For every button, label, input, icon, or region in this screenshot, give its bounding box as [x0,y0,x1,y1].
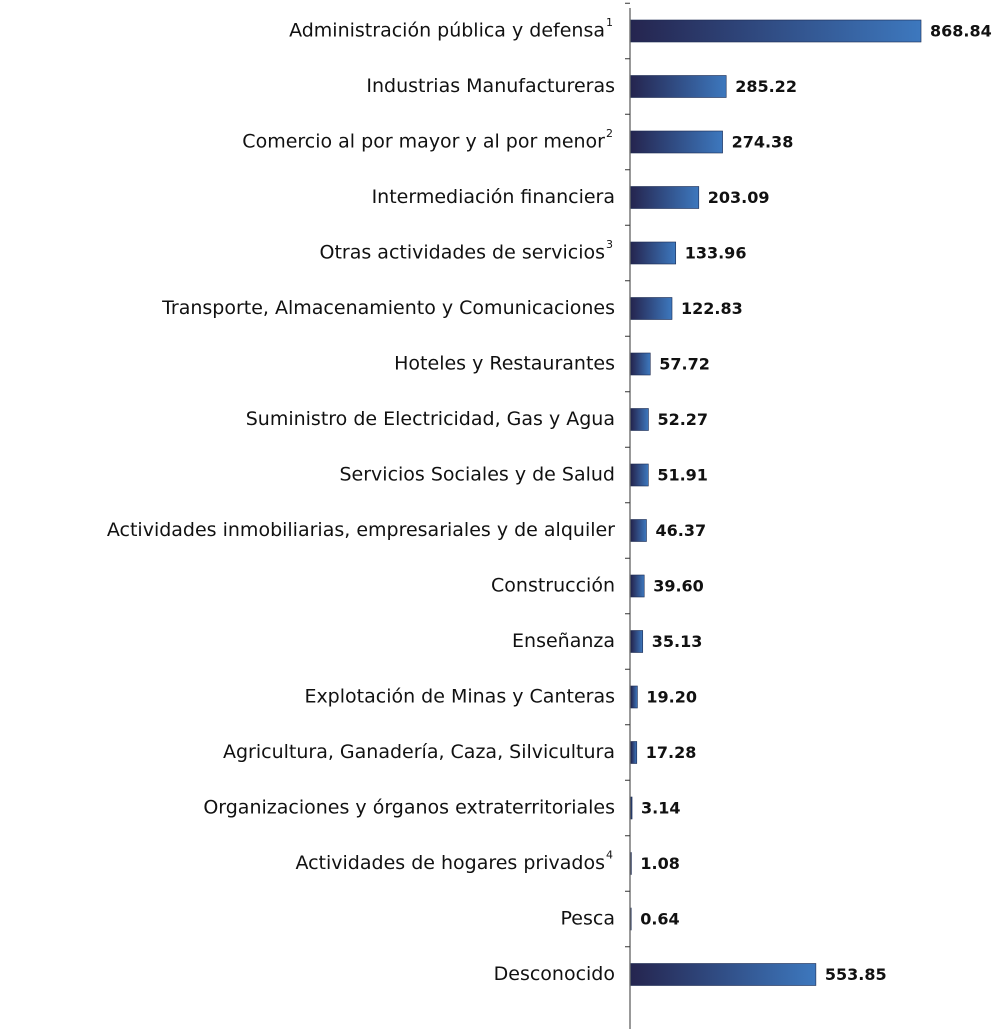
category-label: Construcción [491,575,615,597]
category-label: Administración pública y defensa [289,20,605,42]
category-label: Otras actividades de servicios [320,242,606,264]
value-label: 274.38 [732,133,794,152]
value-label: 46.37 [655,521,706,540]
value-label: 868.84 [930,22,992,41]
value-label: 553.85 [825,965,887,984]
bar [630,408,649,431]
category-label: Desconocido [494,963,615,985]
category-label: Organizaciones y órganos extraterritoria… [203,797,615,819]
value-label: 51.91 [657,466,708,485]
footnote-mark: 2 [606,127,613,140]
category-label: Transporte, Almacenamiento y Comunicacio… [161,297,615,319]
footnote-mark: 1 [606,16,613,29]
value-label: 52.27 [657,410,708,429]
value-label: 3.14 [641,799,680,818]
value-label: 39.60 [653,577,704,596]
value-label: 1.08 [640,854,679,873]
bar [630,75,727,98]
value-label: 35.13 [652,632,703,651]
category-label: Enseñanza [512,630,615,652]
category-label: Pesca [561,908,615,930]
bar [630,463,649,487]
bar [630,796,633,820]
category-label: Suministro de Electricidad, Gas y Agua [246,408,615,430]
bar [630,519,647,542]
footnote-mark: 4 [606,849,613,862]
value-label: 0.64 [640,910,679,929]
bar [630,630,644,653]
value-label: 203.09 [708,188,770,207]
bar [630,963,817,986]
value-label: 122.83 [681,299,743,318]
category-label: Servicios Sociales y de Salud [340,464,616,486]
category-label: Hoteles y Restaurantes [394,353,615,375]
category-label: Explotación de Minas y Canteras [304,686,615,708]
bar [630,741,638,764]
category-label: Comercio al por mayor y al por menor [242,131,605,153]
value-label: 19.20 [646,688,697,707]
footnote-mark: 3 [606,238,613,251]
category-label: Actividades de hogares privados [295,852,605,874]
value-label: 285.22 [735,77,797,96]
bar [630,352,651,376]
bar [630,241,677,265]
category-label: Agricultura, Ganadería, Caza, Silvicultu… [223,741,615,763]
bar [630,130,723,154]
bar [630,685,638,709]
bar [630,19,922,43]
bar [630,574,645,598]
value-label: 57.72 [659,355,710,374]
value-label: 17.28 [646,743,697,762]
category-label: Actividades inmobiliarias, empresariales… [107,519,615,541]
category-label: Industrias Manufactureras [366,75,615,97]
category-label: Intermediación financiera [372,186,615,208]
bar [630,186,700,209]
bar [630,297,673,320]
value-label: 133.96 [685,244,747,263]
